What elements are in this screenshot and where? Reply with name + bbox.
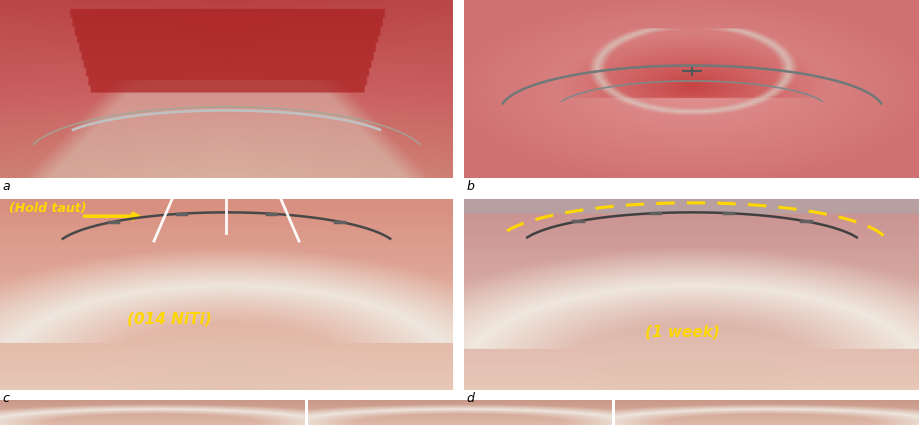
Text: (Hold taut): (Hold taut) (9, 202, 86, 215)
Text: (1 week): (1 week) (645, 325, 720, 340)
Text: b: b (466, 180, 474, 193)
Text: a: a (3, 180, 10, 193)
Text: c: c (3, 392, 9, 405)
Text: (014 NiTi): (014 NiTi) (127, 311, 211, 326)
Text: d: d (466, 392, 474, 405)
